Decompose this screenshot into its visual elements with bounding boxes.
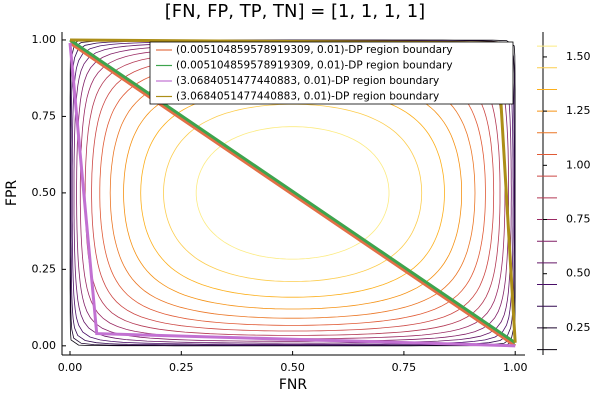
chart-title: [FN, FP, TP, TN] = [1, 1, 1, 1] <box>165 1 425 22</box>
colorbar-tick-label: 0.75 <box>566 213 591 226</box>
y-axis-label: FPR <box>4 180 20 206</box>
legend-box <box>149 41 514 105</box>
y-tick-label: 0.50 <box>32 186 57 199</box>
colorbar-tick-label: 0.50 <box>566 267 591 280</box>
x-tick-label: 0.50 <box>280 361 305 374</box>
axes: 0.00 0.25 0.50 0.75 1.00 0.00 0.25 0.50 0.75 1.00 <box>32 32 528 374</box>
legend-label: (0.005104859578919309, 0.01)-DP region b… <box>176 60 453 72</box>
series-line <box>68 42 516 348</box>
y-tick-label: 0.00 <box>32 339 57 352</box>
legend: (0.005104859578919309, 0.01)-DP region b… <box>149 41 514 105</box>
contour-line <box>70 39 516 346</box>
legend-label: (3.0684051477440883, 0.01)-DP region bou… <box>176 75 439 87</box>
colorbar-tick-label: 1.50 <box>566 50 591 63</box>
x-tick-label: 0.75 <box>392 361 417 374</box>
x-axis-label: FNR <box>279 377 308 393</box>
colorbar-tick-label: 0.25 <box>566 321 591 334</box>
colorbar: 0.25 0.50 0.75 1.00 1.25 1.50 <box>537 32 591 355</box>
series-line <box>69 41 517 348</box>
x-tick-label: 0.25 <box>169 361 194 374</box>
x-tick-label: 1.00 <box>503 361 528 374</box>
colorbar-tick-label: 1.00 <box>566 158 591 171</box>
y-tick-label: 1.00 <box>32 33 57 46</box>
series-line <box>69 38 517 345</box>
y-tick-label: 0.25 <box>32 262 57 275</box>
y-tick-label: 0.75 <box>32 109 57 122</box>
series-lines <box>68 38 517 348</box>
legend-label: (3.0684051477440883, 0.01)-DP region bou… <box>176 91 439 103</box>
contour-line <box>195 126 390 260</box>
x-tick-label: 0.00 <box>58 361 83 374</box>
colorbar-tick-label: 1.25 <box>566 104 591 117</box>
legend-label: (0.005104859578919309, 0.01)-DP region b… <box>176 44 453 56</box>
contour-line <box>163 103 423 283</box>
